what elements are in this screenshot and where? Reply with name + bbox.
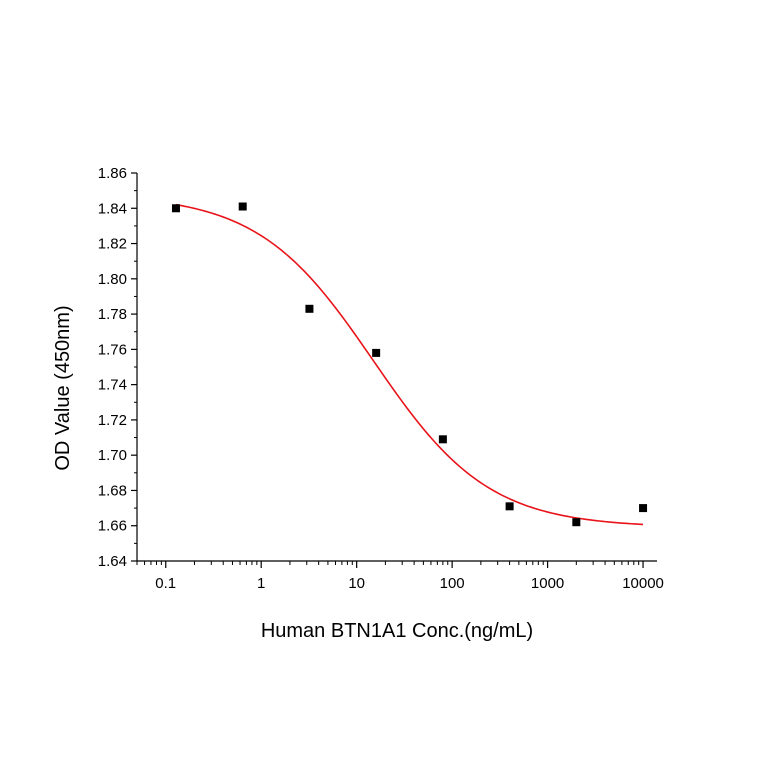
y-tick-label: 1.86 bbox=[98, 165, 127, 182]
data-point bbox=[639, 504, 648, 513]
x-tick-label: 10 bbox=[348, 575, 365, 592]
y-tick-label: 1.74 bbox=[98, 377, 127, 394]
y-tick-label: 1.68 bbox=[98, 482, 127, 499]
data-point bbox=[505, 502, 514, 511]
data-point bbox=[171, 204, 180, 213]
y-tick-label: 1.72 bbox=[98, 412, 127, 429]
x-axis-title: Human BTN1A1 Conc.(ng/mL) bbox=[261, 620, 533, 642]
x-tick-label: 1000 bbox=[531, 575, 564, 592]
data-point bbox=[438, 435, 447, 444]
y-axis-title: OD Value (450nm) bbox=[52, 305, 74, 470]
y-tick-label: 1.70 bbox=[98, 447, 127, 464]
x-tick-label: 100 bbox=[440, 575, 465, 592]
data-point bbox=[372, 348, 381, 357]
data-point bbox=[572, 518, 581, 527]
y-tick-label: 1.64 bbox=[98, 553, 127, 570]
y-tick-label: 1.76 bbox=[98, 341, 127, 358]
data-point bbox=[238, 202, 247, 211]
x-tick-label: 1 bbox=[257, 575, 265, 592]
axes: 1.64 1.66 1.68 1.70 1.72 1.74 1.76 1.78 1.80 1.82… bbox=[98, 165, 664, 592]
x-tick-label: 10000 bbox=[622, 575, 664, 592]
fit-curve bbox=[175, 203, 644, 526]
y-tick-label: 1.78 bbox=[98, 306, 127, 323]
y-tick-label: 1.82 bbox=[98, 236, 127, 253]
y-tick-label: 1.66 bbox=[98, 518, 127, 535]
y-tick-label: 1.84 bbox=[98, 200, 127, 217]
data-points bbox=[171, 202, 648, 527]
x-tick-label: 0.1 bbox=[155, 575, 176, 592]
y-tick-label: 1.80 bbox=[98, 271, 127, 288]
data-point bbox=[305, 304, 314, 313]
